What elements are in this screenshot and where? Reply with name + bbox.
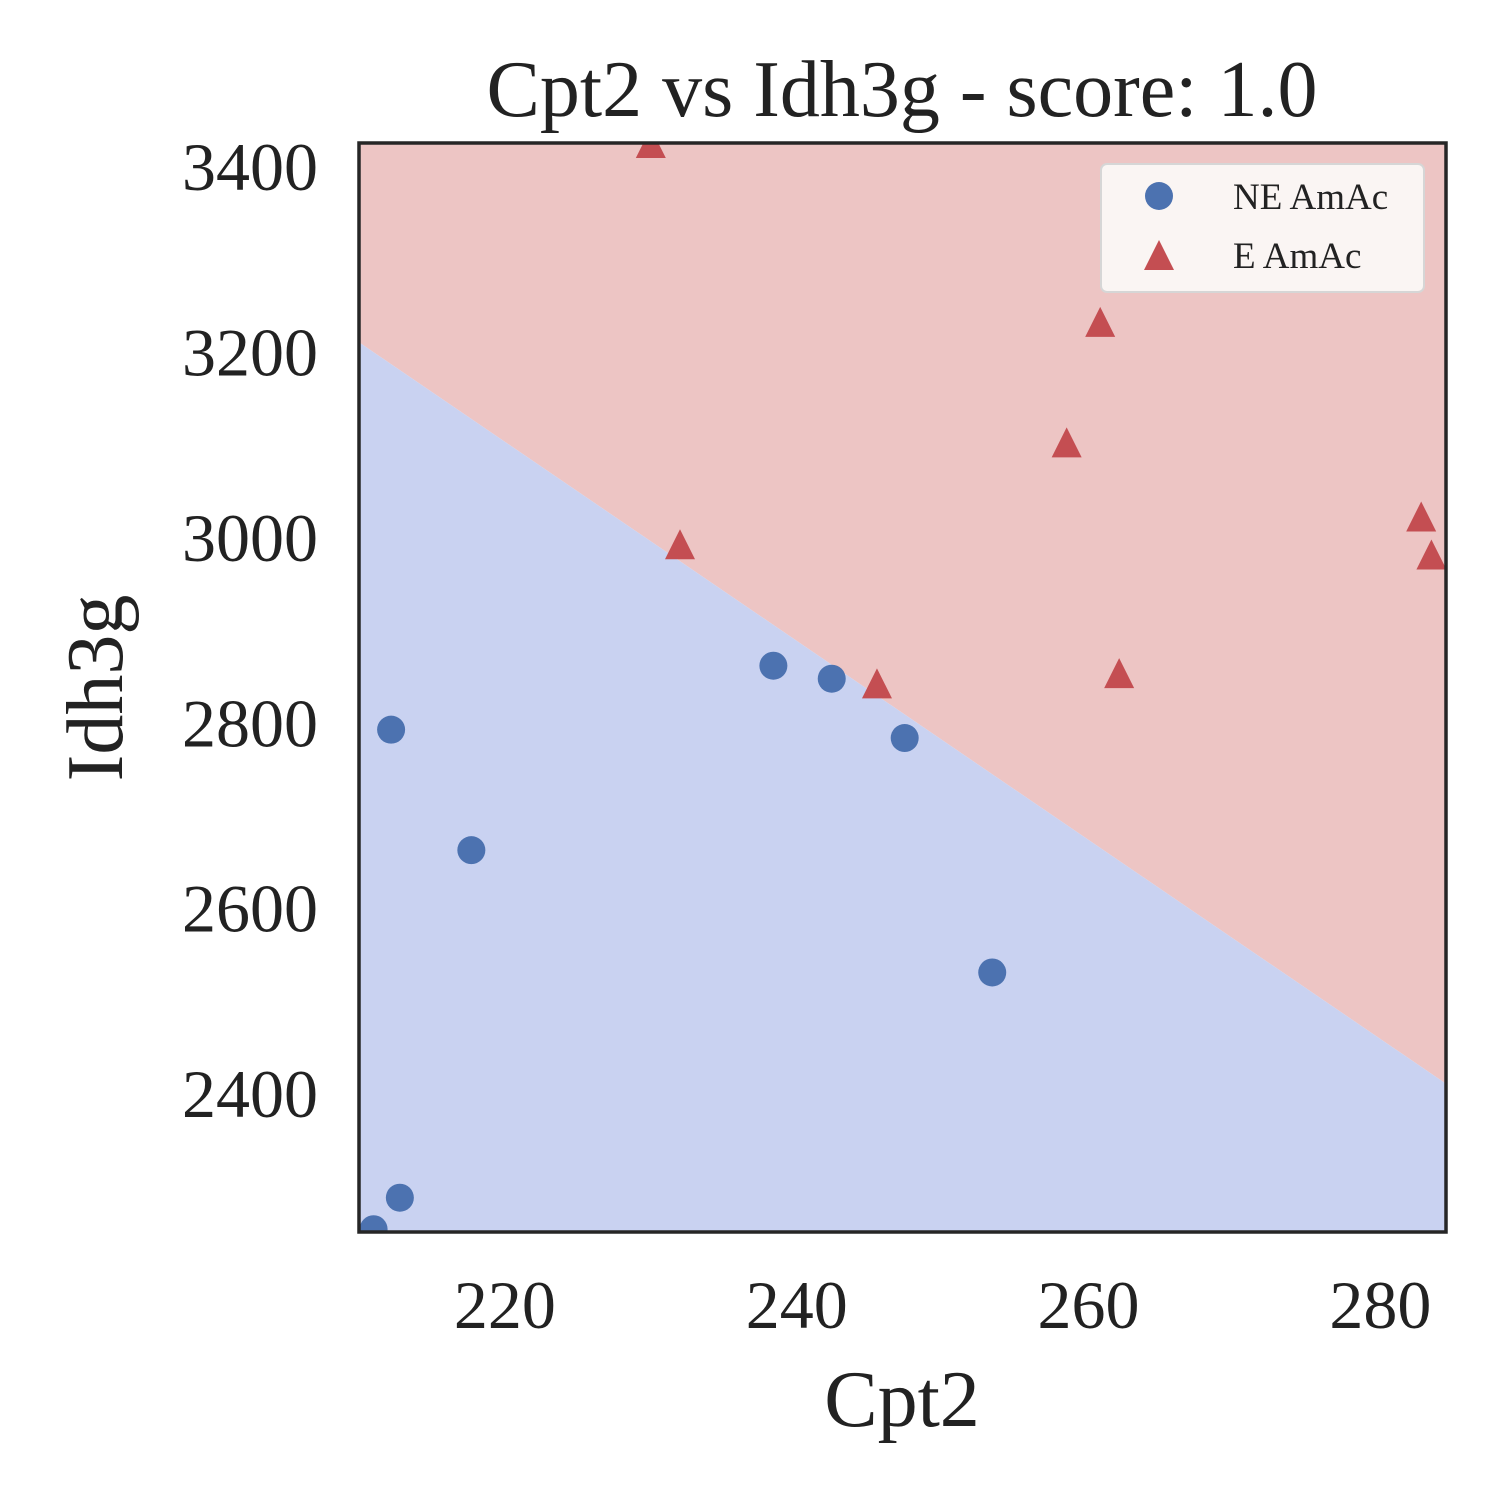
legend-label-e-amac: E AmAc <box>1233 236 1361 277</box>
data-point-e-amac <box>1085 306 1116 337</box>
region-ne-amac <box>359 342 1446 1232</box>
data-point-ne-amac <box>817 664 846 693</box>
data-point-ne-amac <box>759 651 788 680</box>
x-tick-label: 220 <box>454 1267 556 1343</box>
x-axis-label: Cpt2 <box>824 1356 980 1444</box>
data-point-ne-amac <box>359 1215 388 1232</box>
x-tick-label: 280 <box>1329 1267 1431 1343</box>
y-tick-label: 3400 <box>182 129 318 205</box>
data-point-ne-amac <box>377 715 406 744</box>
plot-frame <box>357 141 1448 1234</box>
data-point-e-amac <box>1051 427 1082 458</box>
data-point-ne-amac <box>978 958 1007 987</box>
legend-box <box>1100 163 1425 293</box>
data-point-ne-amac <box>890 724 919 753</box>
data-point-e-amac <box>1406 501 1437 532</box>
data-point-e-amac <box>861 668 892 699</box>
region-e-amac <box>359 143 1446 1084</box>
data-point-e-amac <box>635 143 666 158</box>
chart-title: Cpt2 vs Idh3g - score: 1.0 <box>486 46 1317 134</box>
legend-marker-ne-amac <box>1145 182 1173 210</box>
data-point-e-amac <box>1104 658 1135 689</box>
legend-label-ne-amac: NE AmAc <box>1233 177 1388 218</box>
y-tick-label: 3200 <box>182 315 318 391</box>
y-axis-label: Idh3g <box>52 595 140 782</box>
x-tick-label: 260 <box>1038 1267 1140 1343</box>
legend: NE AmAc E AmAc <box>1100 163 1425 293</box>
y-tick-label: 2400 <box>182 1056 318 1132</box>
x-tick-label: 240 <box>746 1267 848 1343</box>
data-point-ne-amac <box>457 836 486 865</box>
data-point-ne-amac <box>385 1183 414 1212</box>
data-point-e-amac <box>664 529 695 560</box>
data-point-e-amac <box>1416 539 1446 570</box>
legend-marker-e-amac <box>1144 240 1174 270</box>
y-tick-label: 2600 <box>182 871 318 947</box>
y-tick-label: 3000 <box>182 500 318 576</box>
y-tick-label: 2800 <box>182 685 318 761</box>
